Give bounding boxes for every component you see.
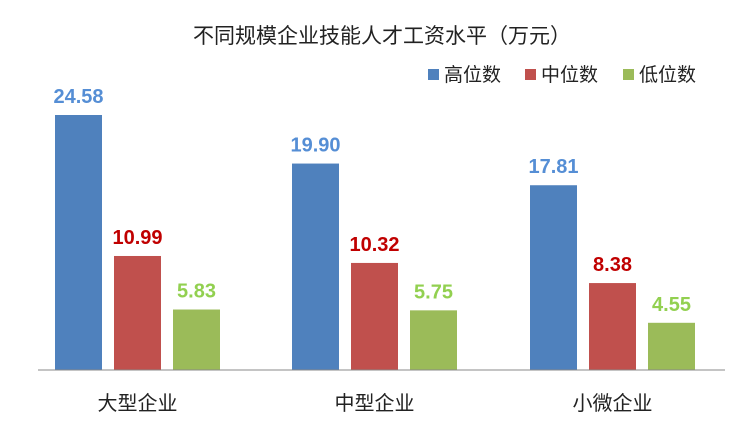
bars: 24.58 19.90 17.81 10.99 10.32 8.38 5.83 5.75 4.5… xyxy=(53,86,695,370)
chart-title: 不同规模企业技能人才工资水平（万元） xyxy=(193,24,571,48)
data-label: 5.83 xyxy=(177,281,216,303)
bar-低位数-大型企业 xyxy=(173,309,220,370)
bar-中位数-大型企业 xyxy=(114,255,161,370)
data-label: 5.75 xyxy=(414,281,453,303)
legend: 高位数 中位数 低位数 xyxy=(428,64,696,86)
legend-label: 低位数 xyxy=(639,64,696,86)
bar-高位数-中型企业 xyxy=(292,163,339,370)
bar-中位数-中型企业 xyxy=(351,262,398,370)
bar-中位数-小微企业 xyxy=(589,283,636,370)
data-label: 19.90 xyxy=(290,135,340,157)
legend-label: 中位数 xyxy=(541,64,598,86)
category-label: 中型企业 xyxy=(335,391,415,415)
data-label: 10.99 xyxy=(112,227,162,249)
data-label: 4.55 xyxy=(652,294,691,316)
bar-低位数-小微企业 xyxy=(648,322,695,370)
bar-高位数-小微企业 xyxy=(530,185,577,370)
legend-swatch xyxy=(428,69,439,80)
legend-swatch xyxy=(525,69,536,80)
data-label: 10.32 xyxy=(349,234,399,256)
bar-高位数-大型企业 xyxy=(55,115,102,370)
category-label: 小微企业 xyxy=(573,391,653,415)
legend-label: 高位数 xyxy=(444,64,501,86)
bar-低位数-中型企业 xyxy=(410,310,457,370)
data-label: 17.81 xyxy=(528,156,578,178)
data-label: 24.58 xyxy=(53,86,103,108)
category-labels: 大型企业 中型企业 小微企业 xyxy=(98,391,653,415)
legend-swatch xyxy=(623,69,634,80)
category-label: 大型企业 xyxy=(98,391,178,415)
data-label: 8.38 xyxy=(593,254,632,276)
